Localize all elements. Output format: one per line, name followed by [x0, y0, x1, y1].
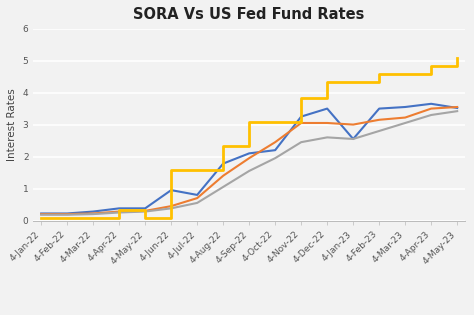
Y-axis label: Interest Rates: Interest Rates — [7, 88, 17, 161]
Title: SORA Vs US Fed Fund Rates: SORA Vs US Fed Fund Rates — [134, 7, 365, 22]
